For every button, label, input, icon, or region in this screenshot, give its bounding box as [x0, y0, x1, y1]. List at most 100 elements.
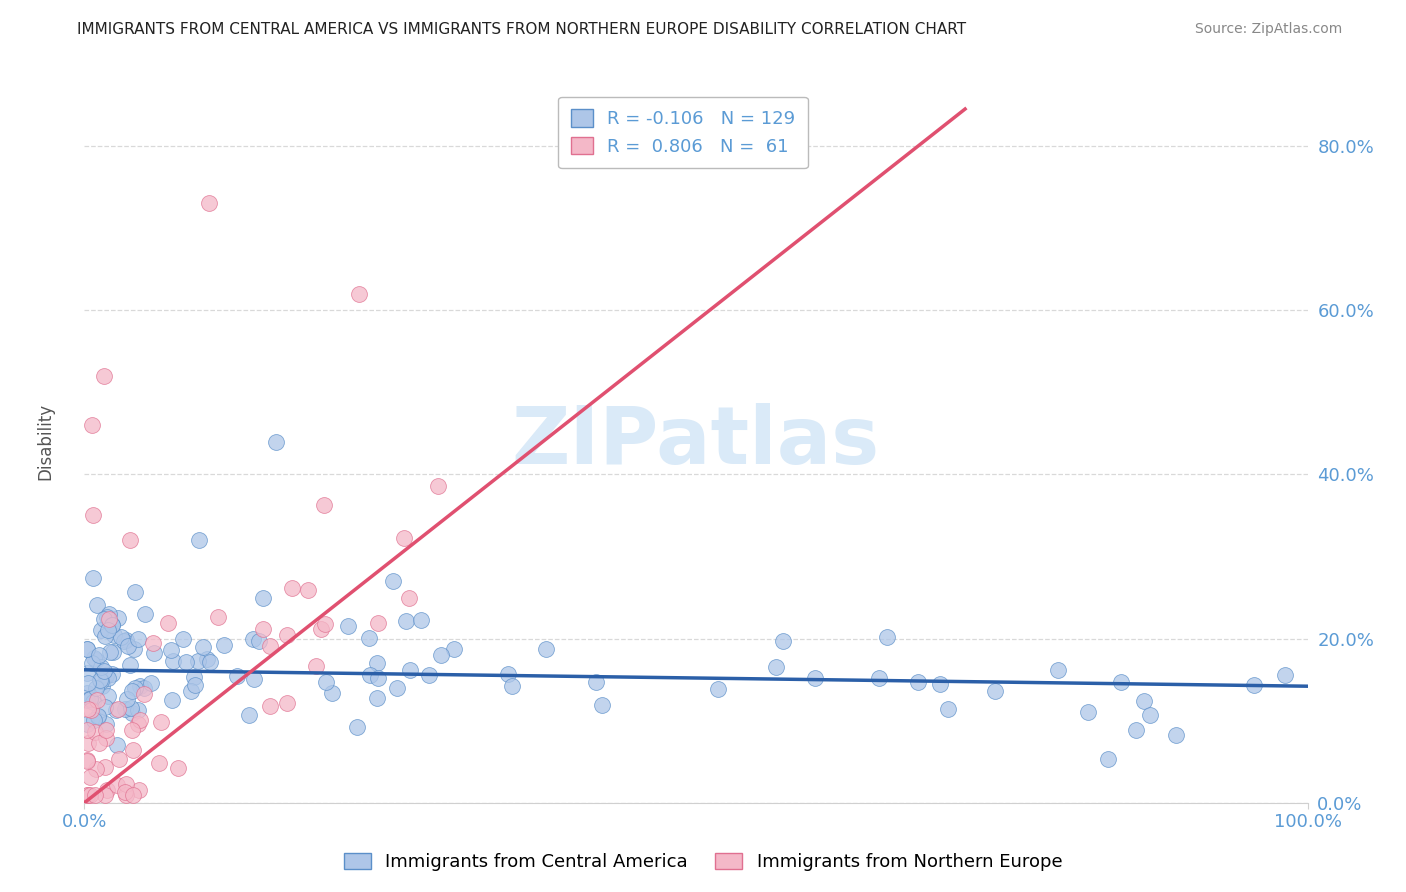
Point: [132, 681, 155, 696]
Point: [385, 681, 408, 695]
Point: [187, 654, 209, 668]
Point: [1077, 705, 1099, 719]
Point: [243, 673, 266, 687]
Point: [120, 701, 142, 715]
Point: [91, 679, 114, 693]
Point: [907, 674, 929, 689]
Point: [76, 717, 98, 731]
Point: [89, 673, 111, 687]
Point: [195, 652, 218, 666]
Point: [87, 710, 110, 724]
Point: [76, 686, 98, 700]
Point: [82, 508, 104, 523]
Point: [346, 720, 368, 734]
Point: [90, 660, 112, 674]
Point: [96, 717, 118, 731]
Point: [87, 736, 110, 750]
Point: [96, 671, 118, 685]
Point: [127, 717, 149, 731]
Point: [80, 703, 103, 717]
Point: [359, 668, 381, 682]
Point: [1243, 678, 1265, 692]
Point: [200, 655, 222, 669]
Point: [367, 615, 389, 630]
Point: [399, 663, 422, 677]
Point: [238, 707, 260, 722]
Point: [281, 582, 304, 596]
Point: [591, 698, 613, 713]
Point: [114, 777, 136, 791]
Point: [76, 642, 98, 657]
Point: [121, 788, 143, 802]
Point: [1166, 728, 1188, 742]
Point: [82, 571, 104, 585]
Point: [1125, 723, 1147, 737]
Point: [83, 713, 105, 727]
Point: [315, 675, 337, 690]
Point: [112, 634, 135, 648]
Point: [148, 756, 170, 770]
Point: [252, 622, 274, 636]
Point: [83, 650, 105, 665]
Point: [118, 533, 141, 547]
Point: [207, 610, 229, 624]
Point: [765, 660, 787, 674]
Point: [101, 645, 124, 659]
Point: [124, 585, 146, 599]
Point: [104, 703, 127, 717]
Point: [276, 628, 298, 642]
Point: [252, 591, 274, 605]
Point: [134, 687, 156, 701]
Point: [80, 418, 103, 433]
Point: [115, 692, 138, 706]
Point: [79, 788, 101, 802]
Point: [142, 646, 165, 660]
Point: [76, 753, 98, 767]
Point: [107, 610, 129, 624]
Point: [259, 640, 281, 654]
Text: IMMIGRANTS FROM CENTRAL AMERICA VS IMMIGRANTS FROM NORTHERN EUROPE DISABILITY CO: IMMIGRANTS FROM CENTRAL AMERICA VS IMMIG…: [77, 22, 966, 37]
Point: [127, 703, 149, 717]
Point: [100, 667, 122, 681]
Point: [97, 624, 120, 638]
Point: [100, 618, 122, 632]
Point: [367, 671, 389, 685]
Point: [77, 702, 100, 716]
Point: [150, 714, 173, 729]
Point: [357, 631, 380, 645]
Point: [183, 670, 205, 684]
Point: [98, 616, 121, 631]
Point: [76, 736, 98, 750]
Point: [876, 630, 898, 644]
Point: [426, 479, 449, 493]
Point: [107, 702, 129, 716]
Point: [804, 672, 827, 686]
Point: [772, 634, 794, 648]
Point: [114, 788, 136, 802]
Text: ZIPatlas: ZIPatlas: [512, 402, 880, 481]
Point: [984, 684, 1007, 698]
Point: [86, 598, 108, 612]
Point: [366, 657, 388, 671]
Point: [197, 196, 219, 211]
Point: [157, 615, 180, 630]
Point: [105, 778, 128, 792]
Point: [1097, 752, 1119, 766]
Point: [97, 690, 120, 704]
Point: [93, 760, 115, 774]
Point: [96, 667, 118, 681]
Point: [76, 642, 98, 657]
Point: [305, 658, 328, 673]
Point: [121, 742, 143, 756]
Point: [98, 607, 121, 622]
Point: [77, 676, 100, 690]
Point: [76, 692, 98, 706]
Point: [336, 619, 359, 633]
Point: [82, 695, 104, 709]
Point: [76, 666, 98, 681]
Point: [76, 754, 98, 768]
Point: [79, 692, 101, 706]
Point: [134, 607, 156, 621]
Point: [259, 698, 281, 713]
Point: [96, 610, 118, 624]
